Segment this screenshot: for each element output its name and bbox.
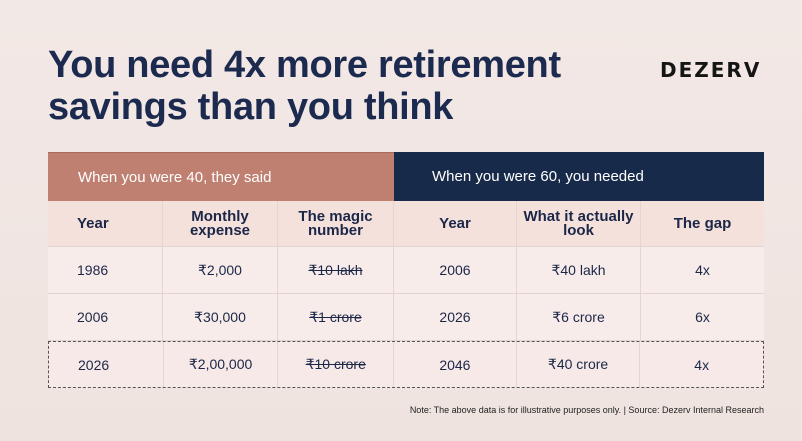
header-year: Year <box>48 201 163 246</box>
cell-year-later: 2026 <box>394 294 517 340</box>
cell-magic-number: ₹1 crore <box>278 294 394 340</box>
cell-year: 2006 <box>48 294 163 340</box>
cell-year: 2026 <box>49 342 164 387</box>
table-header-row: Year Monthly expense The magic number Ye… <box>48 201 764 247</box>
header-actual-need: What it actually look <box>517 201 641 246</box>
cell-monthly-expense: ₹30,000 <box>163 294 278 340</box>
title-line-1: You need 4x more retirement <box>48 44 561 86</box>
cell-actual-need: ₹40 crore <box>517 342 641 387</box>
cell-monthly-expense: ₹2,00,000 <box>164 342 279 387</box>
cell-gap: 4x <box>695 262 710 278</box>
cell-actual-need: ₹6 crore <box>517 294 641 340</box>
cell-magic-number: ₹10 crore <box>278 342 395 387</box>
group-header-row: When you were 40, they said When you wer… <box>48 152 764 201</box>
cell-magic-number: ₹10 lakh <box>278 247 394 293</box>
comparison-table: When you were 40, they said When you wer… <box>48 152 764 388</box>
cell-monthly-expense: ₹2,000 <box>163 247 278 293</box>
group-header-age-60: When you were 60, you needed <box>394 152 764 201</box>
table-row-highlighted: 2026 ₹2,00,000 ₹10 crore 2046 ₹40 crore … <box>48 341 764 388</box>
header-monthly-expense: Monthly expense <box>163 201 278 246</box>
cell-gap: 6x <box>695 309 710 325</box>
header-gap: The gap <box>673 214 732 232</box>
cell-year-later: 2006 <box>394 247 517 293</box>
group-header-age-40: When you were 40, they said <box>48 152 394 201</box>
header-year-later: Year <box>394 201 517 246</box>
title-line-2: savings than you think <box>48 86 454 128</box>
page-title: You need 4x more retirement savings than… <box>48 44 648 128</box>
cell-actual-need: ₹40 lakh <box>517 247 641 293</box>
table-row: 1986 ₹2,000 ₹10 lakh 2006 ₹40 lakh 4x <box>48 247 764 294</box>
brand-logo: DEZERV <box>660 58 762 82</box>
table-row: 2006 ₹30,000 ₹1 crore 2026 ₹6 crore 6x <box>48 294 764 341</box>
cell-year-later: 2046 <box>394 342 517 387</box>
cell-gap: 4x <box>694 356 710 373</box>
cell-year: 1986 <box>48 247 163 293</box>
footnote: Note: The above data is for illustrative… <box>409 405 764 415</box>
header-magic-number: The magic number <box>278 201 394 246</box>
